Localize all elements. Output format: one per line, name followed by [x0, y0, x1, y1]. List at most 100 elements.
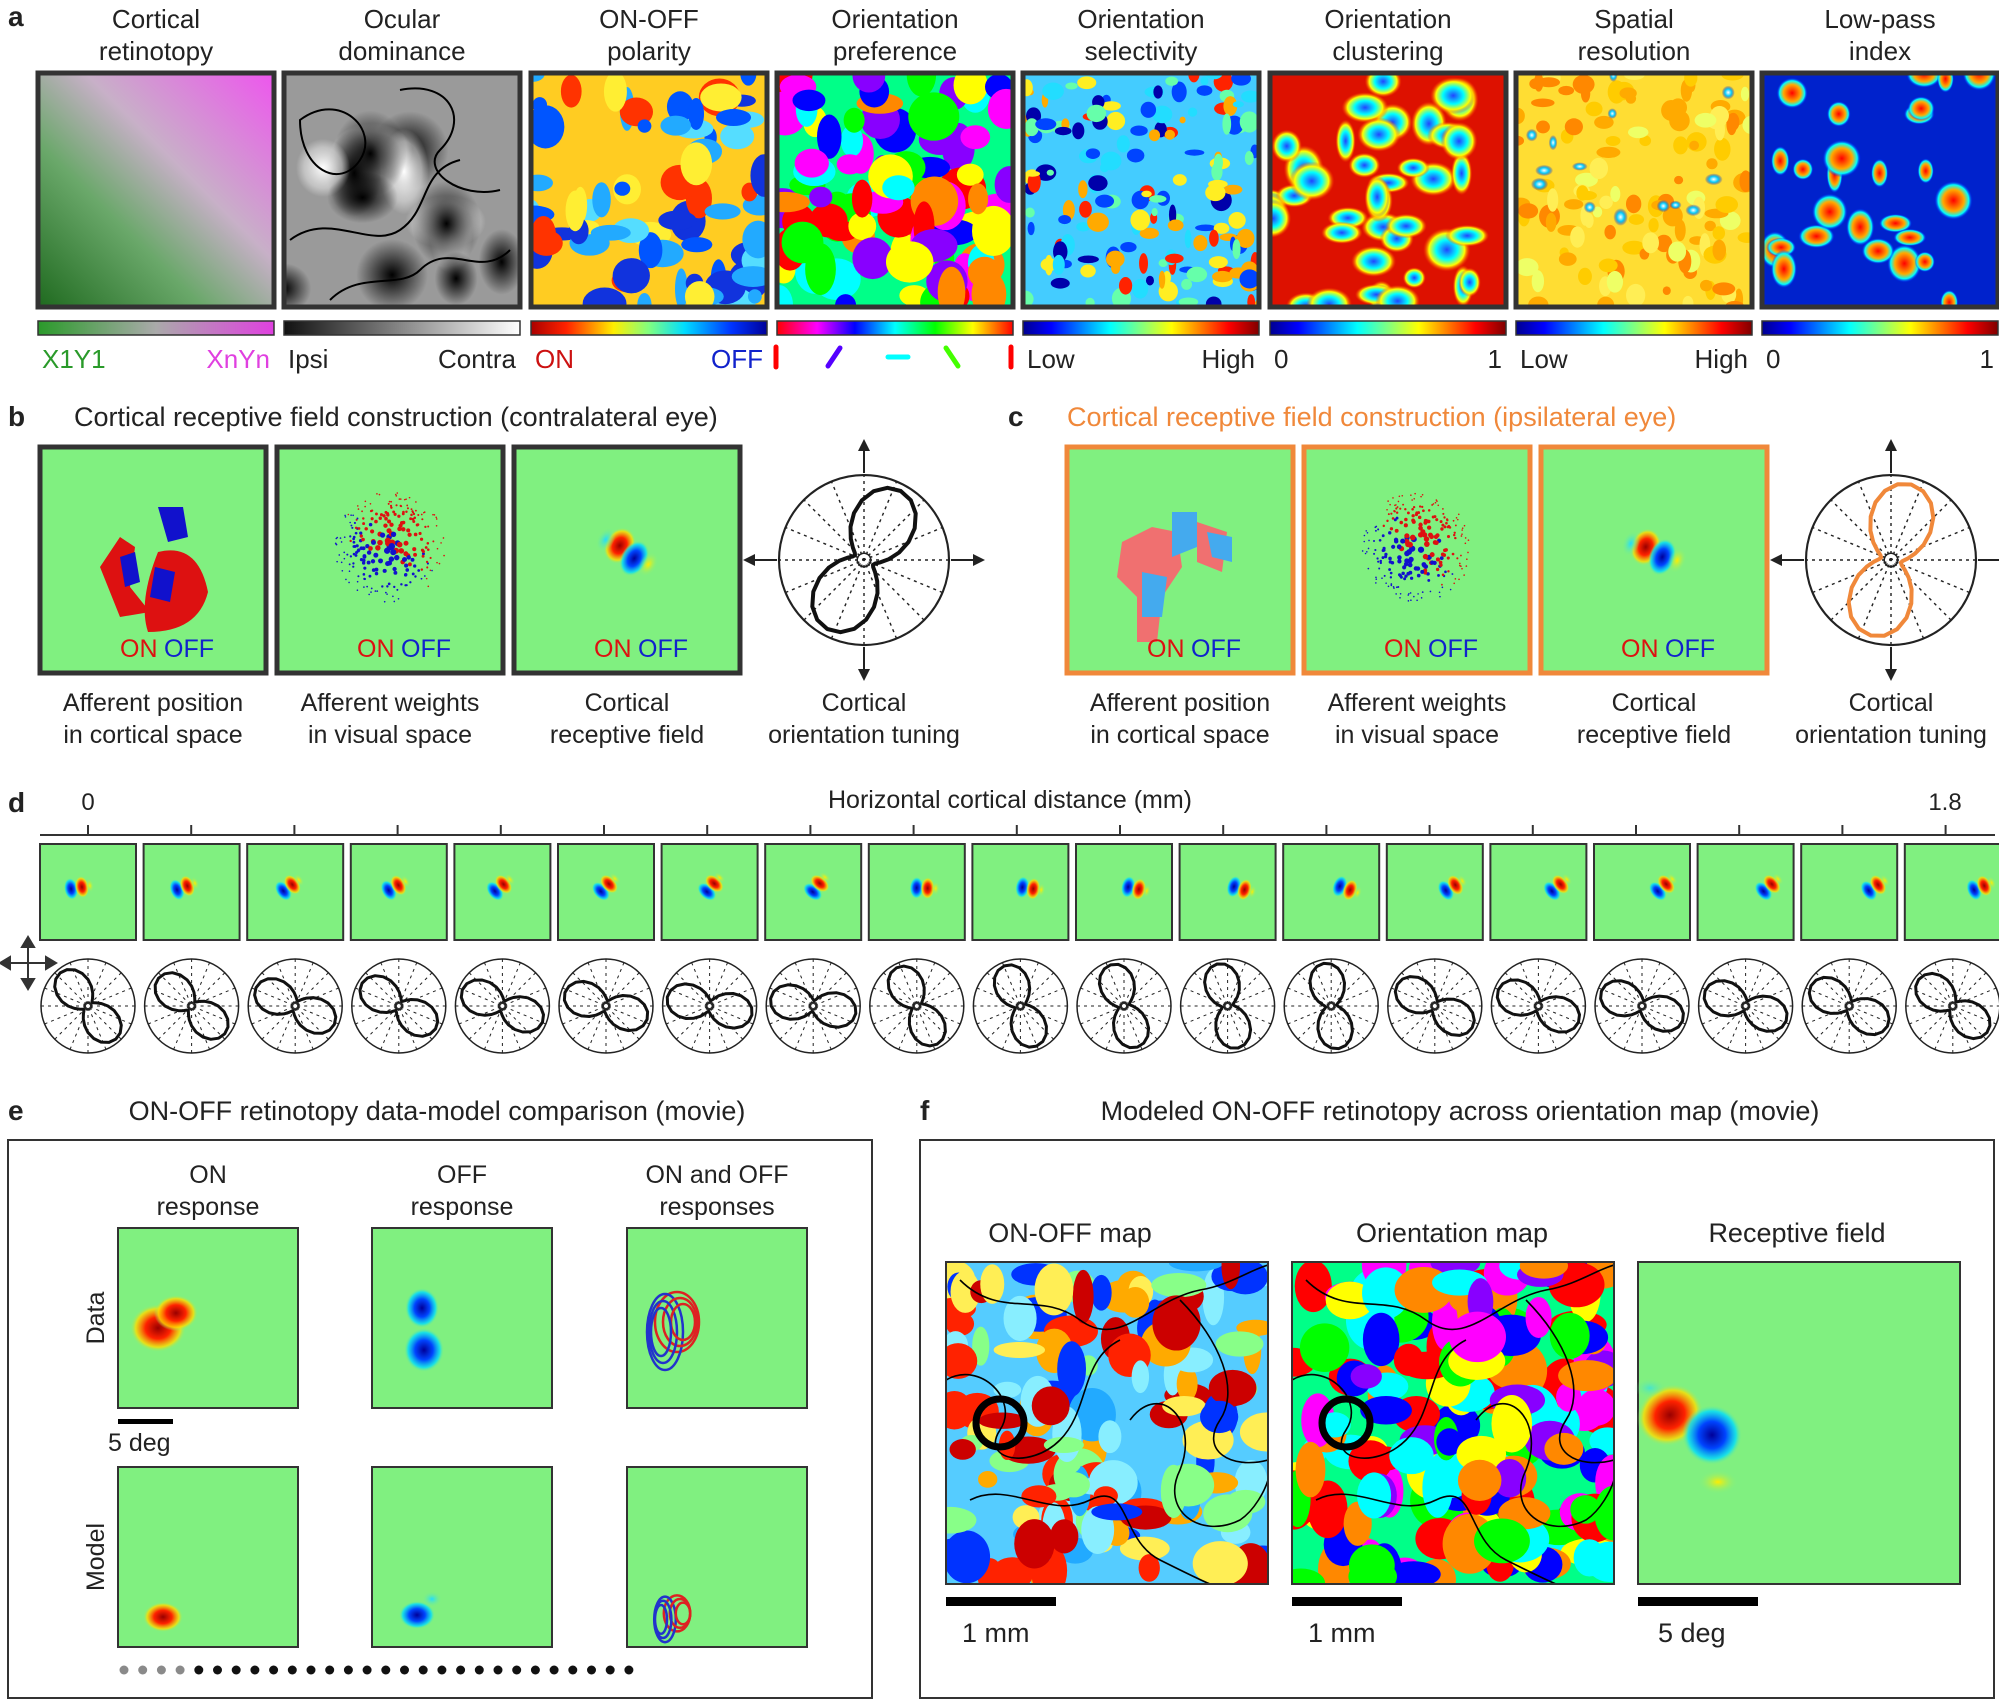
f-scale-label-3: 5 deg: [1658, 1618, 1726, 1648]
scale-right-0: XnYn: [206, 344, 270, 374]
distance-field: [1696, 843, 1795, 941]
panel_b-on-label-1: ON: [357, 635, 395, 663]
scale-left-5: 0: [1274, 344, 1288, 374]
map-title-4-1: selectivity: [1085, 36, 1198, 66]
f-scale-label-1: 1 mm: [962, 1618, 1030, 1648]
movie-frame-dot: [568, 1665, 578, 1675]
distance-tuning-polar: [1905, 958, 1999, 1054]
distance-tuning-polar: [558, 958, 654, 1054]
distance-tuning-polar: [351, 958, 447, 1054]
movie-frame-dot: [175, 1665, 185, 1675]
distance-field: [349, 843, 448, 941]
panel_b-caption-3-0: Cortical: [822, 689, 907, 717]
panel_c-caption-1-1: in visual space: [1335, 721, 1499, 749]
map-title-4-0: Orientation: [1077, 4, 1204, 34]
movie-frame-dot: [437, 1665, 447, 1675]
movie-frame-dot: [287, 1665, 297, 1675]
map-title-1-1: dominance: [338, 36, 465, 66]
scale-left-7: 0: [1766, 344, 1780, 374]
panel_b-off-label-0: OFF: [164, 635, 214, 663]
scale-right-1: Contra: [438, 344, 517, 374]
movie-frame-dot: [530, 1665, 540, 1675]
panel-c-title: Cortical receptive field construction (i…: [1067, 402, 1676, 432]
e-response-box: [117, 1466, 299, 1648]
panel-f-title: Modeled ON-OFF retinotopy across orienta…: [1101, 1096, 1820, 1126]
movie-frame-dot: [362, 1665, 372, 1675]
panel-d-letter: d: [8, 787, 25, 818]
distance-field: [142, 843, 241, 941]
map-title-6-1: resolution: [1578, 36, 1691, 66]
e-response-box: [626, 1227, 808, 1409]
movie-frame-dot: [400, 1665, 409, 1675]
axes-arrows-icon: [0, 935, 58, 991]
e-col-title-0-0: ON: [189, 1161, 227, 1189]
map-title-2-0: ON-OFF: [599, 4, 699, 34]
movie-frame-dot: [119, 1665, 129, 1675]
movie-frame-dot: [325, 1665, 335, 1675]
orientation-clustering-map: [1267, 70, 1509, 310]
panel-b-letter: b: [8, 401, 25, 432]
movie-frame-dot: [343, 1665, 353, 1675]
panel-d-tick-start: 0: [81, 789, 94, 816]
panel_b-off-label-2: OFF: [638, 635, 688, 663]
movie-frame-dot: [512, 1665, 522, 1675]
distance-tuning-polar: [1594, 958, 1690, 1054]
panel_b-caption-0-1: in cortical space: [63, 721, 242, 749]
map-title-3-1: preference: [833, 36, 957, 66]
distance-tuning-polar: [1801, 958, 1897, 1054]
e-col-title-0-1: response: [157, 1193, 260, 1221]
f-scale-label-2: 1 mm: [1308, 1618, 1376, 1648]
distance-tuning-polar: [1283, 958, 1379, 1054]
movie-frame-dot: [231, 1665, 241, 1675]
distance-tuning-polar: [1697, 958, 1794, 1054]
map-title-7-1: index: [1849, 36, 1911, 66]
panel-c-letter: c: [1008, 401, 1024, 432]
panel_b-caption-0-0: Afferent position: [63, 689, 243, 717]
movie-frame-dot: [605, 1665, 615, 1675]
panel_c-off-label-2: OFF: [1665, 635, 1715, 663]
f-receptive-field: [1634, 1261, 1961, 1585]
panel-d: d Horizontal cortical distance (mm) 0 1.…: [0, 786, 1999, 1054]
distance-field: [39, 843, 137, 941]
distance-field: [1489, 843, 1588, 941]
panel_c-tuning-polar: [1770, 439, 1999, 681]
panel_b-box-0: ON OFF: [37, 444, 269, 676]
panel_b-caption-1-0: Afferent weights: [301, 689, 480, 717]
panel_b-box-2: ON OFF: [511, 444, 743, 676]
panel-a-titles: CorticalretinotopyOculardominanceON-OFFp…: [99, 4, 1936, 66]
map-title-3-0: Orientation: [831, 4, 958, 34]
map-title-0-0: Cortical: [112, 4, 200, 34]
distance-field: [764, 843, 863, 941]
f-orientation-map: [1291, 1261, 1615, 1585]
panel_c-caption-0-0: Afferent position: [1090, 689, 1270, 717]
orientation-map-title: Orientation map: [1356, 1218, 1548, 1248]
distance-field: [660, 843, 759, 941]
distance-tuning-polar: [1076, 958, 1172, 1054]
distance-field: [557, 843, 655, 941]
panel-e-title: ON-OFF retinotopy data-model comparison …: [129, 1096, 746, 1126]
movie-frame-dot: [156, 1665, 166, 1675]
ocular-dominance-map: [281, 70, 523, 310]
movie-frame-dot: [269, 1665, 279, 1675]
panel_c-caption-2-1: receptive field: [1577, 721, 1731, 749]
e-col-title-1-1: response: [411, 1193, 514, 1221]
distance-tuning-polar: [454, 958, 551, 1054]
distance-field: [1385, 843, 1484, 941]
orientation-selectivity-map: [1020, 70, 1262, 310]
onoff-polarity-map: [528, 70, 770, 310]
movie-frame-dot: [306, 1665, 316, 1675]
movie-frame-dot: [250, 1665, 260, 1675]
panel-e: e ON-OFF retinotopy data-model compariso…: [7, 1095, 873, 1699]
panel_b-caption-1-1: in visual space: [308, 721, 472, 749]
movie-frame-dot: [456, 1665, 466, 1675]
scale-right-2: OFF: [711, 344, 763, 374]
panel_b-on-label-0: ON: [120, 635, 158, 663]
panel_c-box-0: ON OFF: [1064, 444, 1296, 676]
orientation-preference-map: [774, 70, 1016, 310]
map-title-5-0: Orientation: [1324, 4, 1451, 34]
panel-e-letter: e: [8, 1095, 24, 1126]
movie-frame-dot: [587, 1665, 596, 1675]
distance-tuning-polar: [661, 958, 758, 1054]
panel_c-on-label-2: ON: [1621, 635, 1659, 663]
distance-field: [1593, 843, 1691, 941]
